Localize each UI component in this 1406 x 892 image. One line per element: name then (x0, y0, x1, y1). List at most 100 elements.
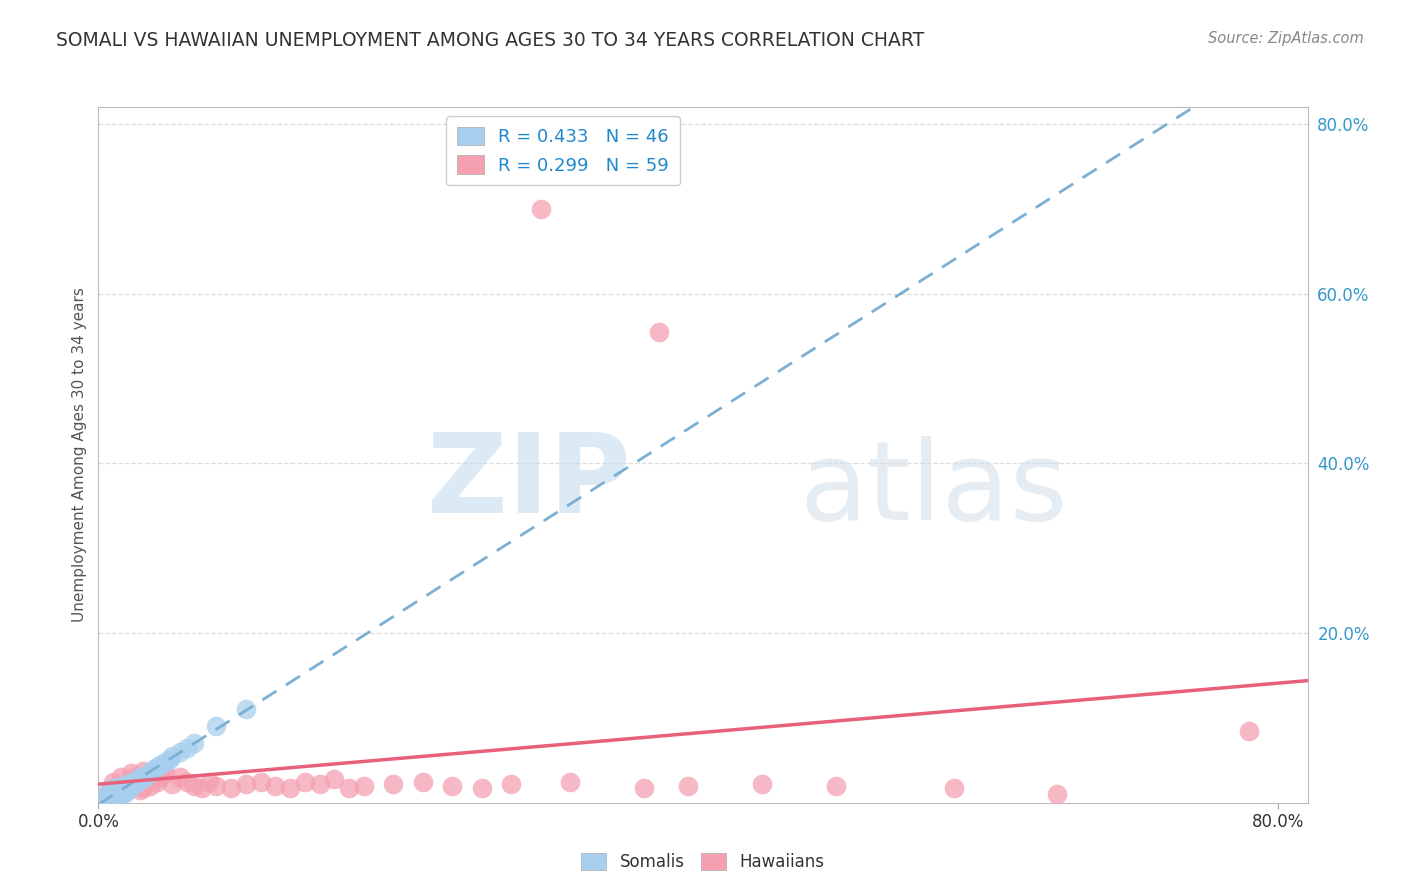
Point (105, 783, 128, 797)
Point (124, 770, 146, 784)
Point (219, 780, 242, 795)
Point (382, 777, 405, 791)
Text: ZIP: ZIP (427, 429, 630, 536)
Point (235, 777, 257, 791)
Point (110, 770, 132, 784)
Point (107, 789, 129, 803)
Point (235, 702, 257, 716)
Point (678, 779, 700, 793)
Point (633, 780, 655, 795)
Point (190, 780, 212, 795)
Point (143, 772, 166, 786)
Point (125, 774, 148, 789)
Point (530, 202, 553, 216)
Point (110, 783, 132, 797)
Text: atlas: atlas (800, 436, 1069, 543)
Point (114, 779, 136, 793)
Point (97, 789, 120, 803)
Point (143, 762, 166, 776)
Legend: Somalis, Hawaiians: Somalis, Hawaiians (575, 847, 831, 878)
Point (107, 787, 129, 801)
Point (114, 786, 136, 800)
Point (149, 770, 172, 784)
Point (98, 786, 121, 800)
Point (108, 786, 131, 800)
Point (824, 779, 846, 793)
Point (110, 783, 132, 797)
Point (101, 789, 124, 803)
Point (139, 769, 162, 783)
Point (110, 787, 132, 801)
Point (337, 780, 360, 795)
Point (121, 774, 143, 789)
Point (205, 719, 228, 733)
Point (1237, 723, 1260, 738)
Point (198, 774, 221, 789)
Point (127, 772, 149, 786)
Point (111, 785, 134, 799)
Point (205, 779, 228, 793)
Point (157, 753, 180, 767)
Point (353, 779, 375, 793)
Point (146, 760, 169, 774)
Text: SOMALI VS HAWAIIAN UNEMPLOYMENT AMONG AGES 30 TO 34 YEARS CORRELATION CHART: SOMALI VS HAWAIIAN UNEMPLOYMENT AMONG AG… (56, 31, 925, 50)
Point (120, 774, 142, 789)
Point (135, 769, 157, 783)
Point (124, 777, 146, 791)
Point (135, 774, 157, 789)
Point (131, 780, 153, 795)
Point (128, 770, 150, 784)
Point (146, 774, 169, 789)
Point (94, 787, 117, 801)
Point (97, 789, 120, 803)
Point (560, 774, 582, 789)
Point (101, 787, 124, 801)
Point (501, 777, 523, 791)
Point (278, 780, 301, 795)
Point (160, 777, 183, 791)
Point (131, 772, 153, 786)
Point (118, 780, 141, 795)
Point (98, 791, 121, 805)
Point (104, 787, 127, 801)
Point (751, 777, 773, 791)
Point (101, 774, 124, 789)
Point (101, 780, 124, 795)
Point (1046, 787, 1069, 801)
Point (128, 783, 150, 797)
Point (98, 783, 121, 797)
Point (308, 777, 330, 791)
Point (648, 325, 671, 339)
Point (111, 779, 134, 793)
Point (117, 777, 139, 791)
Point (153, 755, 176, 769)
Point (141, 764, 163, 778)
Point (183, 736, 205, 750)
Point (138, 766, 160, 780)
Point (117, 783, 139, 797)
Point (323, 772, 346, 786)
Point (107, 780, 129, 795)
Point (91, 791, 114, 805)
Point (120, 779, 142, 793)
Point (115, 780, 138, 795)
Point (441, 779, 464, 793)
Point (112, 786, 135, 800)
Point (131, 764, 153, 778)
Point (112, 783, 135, 797)
Point (105, 789, 128, 803)
Point (471, 780, 494, 795)
Point (176, 774, 198, 789)
Point (101, 786, 124, 800)
Point (124, 779, 146, 793)
Y-axis label: Unemployment Among Ages 30 to 34 years: Unemployment Among Ages 30 to 34 years (72, 287, 87, 623)
Point (169, 770, 191, 784)
Point (942, 780, 965, 795)
Point (183, 779, 205, 793)
Point (94, 787, 117, 801)
Point (120, 766, 142, 780)
Point (153, 766, 176, 780)
Point (117, 780, 139, 795)
Point (105, 786, 128, 800)
Point (139, 779, 162, 793)
